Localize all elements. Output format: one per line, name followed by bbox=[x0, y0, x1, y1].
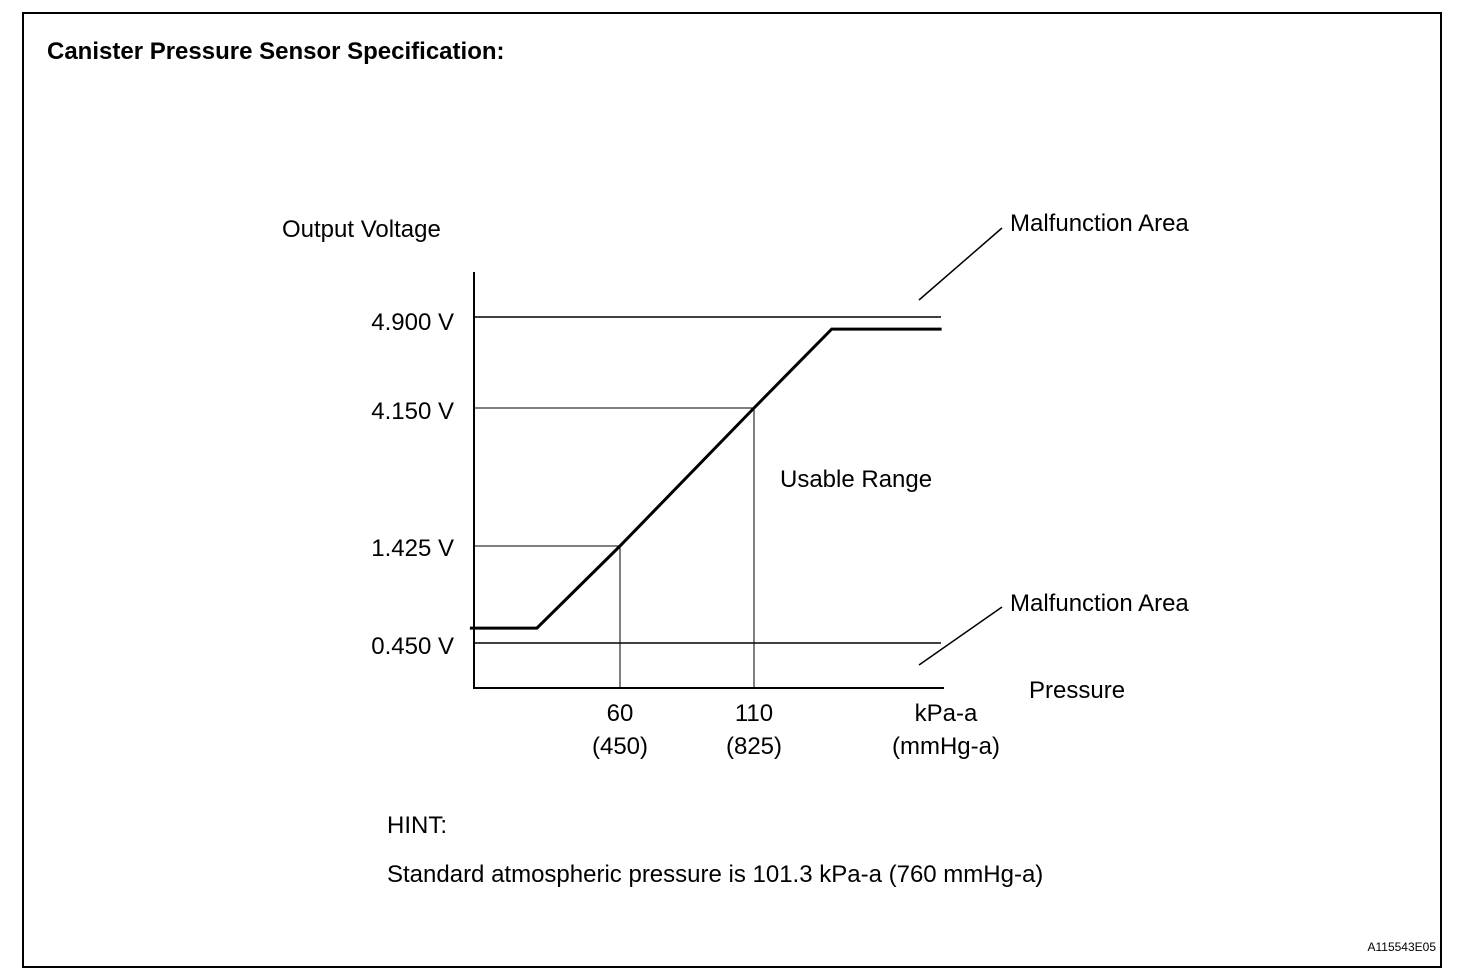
y-tick-label: 4.900 V bbox=[371, 309, 454, 336]
leader-line-lower bbox=[918, 606, 1003, 666]
y-axis-label: Output Voltage bbox=[282, 216, 441, 243]
x-unit-label: kPa-a bbox=[915, 700, 978, 727]
y-tick-label: 4.150 V bbox=[371, 398, 454, 425]
x-unit-label: (mmHg-a) bbox=[892, 733, 1000, 760]
characteristic-line bbox=[469, 327, 942, 630]
hint-label: HINT: bbox=[387, 812, 447, 839]
x-tick-label: 60 bbox=[607, 700, 634, 727]
annotation-malfunction-lower: Malfunction Area bbox=[1010, 590, 1189, 617]
annotation-usable-range: Usable Range bbox=[780, 466, 932, 493]
y-tick-label: 0.450 V bbox=[371, 633, 454, 660]
x-tick-label: (450) bbox=[592, 733, 648, 760]
figure-code: A115543E05 bbox=[1367, 940, 1436, 954]
x-tick-label: 110 bbox=[735, 700, 773, 727]
y-tick-label: 1.425 V bbox=[371, 535, 454, 562]
annotation-malfunction-upper: Malfunction Area bbox=[1010, 210, 1189, 237]
leader-line-upper bbox=[918, 227, 1003, 301]
hint-text: Standard atmospheric pressure is 101.3 k… bbox=[387, 861, 1044, 888]
figure-frame bbox=[22, 12, 1442, 968]
x-axis-label: Pressure bbox=[1029, 677, 1125, 704]
page-title: Canister Pressure Sensor Specification: bbox=[47, 38, 505, 65]
x-tick-label: (825) bbox=[726, 733, 782, 760]
